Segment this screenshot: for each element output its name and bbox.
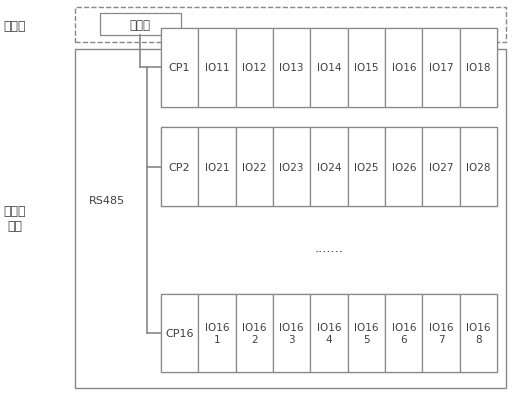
Text: IO16
4: IO16 4 (317, 323, 342, 344)
Text: IO14: IO14 (317, 63, 342, 73)
Text: IO16
3: IO16 3 (279, 323, 304, 344)
Bar (273, 128, 310, 206)
Text: IO16
1: IO16 1 (204, 323, 229, 344)
Text: IO16
6: IO16 6 (391, 323, 416, 344)
Bar (310, 29, 348, 107)
Text: IO27: IO27 (429, 162, 454, 172)
Bar (385, 29, 422, 107)
Bar (460, 294, 497, 373)
Text: IO18: IO18 (466, 63, 491, 73)
Bar (273, 29, 310, 107)
Bar (348, 29, 385, 107)
Text: IO15: IO15 (354, 63, 379, 73)
Bar (161, 128, 198, 206)
Bar (385, 128, 422, 206)
Text: CP2: CP2 (169, 162, 190, 172)
Text: IO22: IO22 (242, 162, 267, 172)
Bar (460, 128, 497, 206)
Bar (236, 294, 273, 373)
Text: .......: ....... (315, 241, 344, 254)
Bar (198, 128, 236, 206)
Text: RS485: RS485 (89, 196, 126, 206)
Bar (236, 128, 273, 206)
Text: IO16
2: IO16 2 (242, 323, 267, 344)
Text: IO23: IO23 (279, 162, 304, 172)
Text: IO16
8: IO16 8 (466, 323, 491, 344)
Text: 控制层: 控制层 (3, 20, 26, 33)
Bar (310, 294, 348, 373)
Bar (75, 50, 506, 388)
Bar (161, 29, 198, 107)
Text: CP1: CP1 (169, 63, 190, 73)
Bar (161, 29, 497, 107)
Bar (310, 128, 348, 206)
Bar (161, 294, 497, 373)
Text: IO16
7: IO16 7 (429, 323, 454, 344)
Text: IO13: IO13 (279, 63, 304, 73)
Text: IO12: IO12 (242, 63, 267, 73)
Bar (460, 29, 497, 107)
Bar (348, 294, 385, 373)
Bar (422, 294, 460, 373)
Text: IO25: IO25 (354, 162, 379, 172)
Text: 输入输
出层: 输入输 出层 (3, 205, 26, 233)
Text: IO24: IO24 (317, 162, 342, 172)
Bar (100, 14, 181, 36)
Text: IO16
5: IO16 5 (354, 323, 379, 344)
Bar (385, 294, 422, 373)
Text: IO28: IO28 (466, 162, 491, 172)
Text: CP16: CP16 (166, 328, 194, 338)
Text: IO21: IO21 (204, 162, 229, 172)
Text: IO16: IO16 (391, 63, 416, 73)
Bar (198, 29, 236, 107)
Text: IO17: IO17 (429, 63, 454, 73)
Text: IO26: IO26 (391, 162, 416, 172)
Bar (422, 29, 460, 107)
Bar (348, 128, 385, 206)
Text: 控制器: 控制器 (130, 19, 151, 31)
Bar (75, 8, 506, 43)
Bar (422, 128, 460, 206)
Text: IO11: IO11 (204, 63, 229, 73)
Bar (161, 128, 497, 206)
Bar (236, 29, 273, 107)
Bar (198, 294, 236, 373)
Bar (273, 294, 310, 373)
Bar (161, 294, 198, 373)
